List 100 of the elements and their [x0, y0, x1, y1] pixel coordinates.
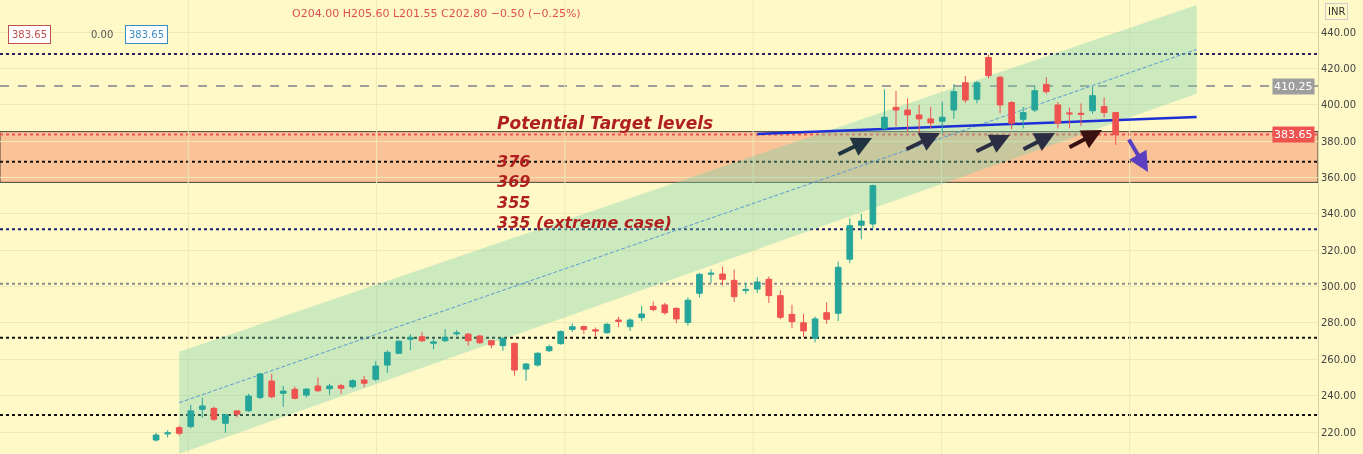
candlestick	[673, 306, 680, 324]
candlestick	[962, 75, 969, 104]
candlestick	[1019, 106, 1027, 129]
candlestick	[441, 328, 449, 343]
candlestick	[626, 317, 634, 332]
candlestick	[453, 329, 461, 337]
candlestick	[407, 333, 414, 351]
y-tick-label: 260.00	[1321, 353, 1356, 365]
candlestick	[823, 301, 830, 325]
candlestick	[684, 296, 692, 327]
candlestick	[615, 316, 622, 328]
candlestick	[291, 386, 299, 400]
candlestick	[881, 88, 888, 132]
candlestick	[892, 90, 900, 128]
candlestick	[476, 334, 484, 345]
candlestick	[314, 376, 322, 393]
annotation: 0.00	[91, 29, 114, 40]
y-tick-label: 360.00	[1321, 171, 1356, 183]
y-tick-label: 420.00	[1321, 62, 1356, 74]
candlestick	[303, 387, 310, 398]
annotation: 383.65	[129, 29, 164, 40]
candlestick	[337, 383, 345, 395]
candlestick	[175, 425, 183, 437]
ref-line-label: 383.65	[1274, 128, 1313, 141]
candlestick	[349, 378, 356, 389]
candlestick	[592, 326, 599, 338]
y-tick-label: 300.00	[1321, 281, 1356, 293]
candlestick	[557, 329, 565, 346]
candlestick	[545, 344, 553, 353]
candlestick	[996, 75, 1004, 114]
candlestick	[800, 313, 807, 338]
candlestick	[765, 276, 773, 304]
candlestick	[580, 325, 588, 335]
y-tick-label: 280.00	[1321, 317, 1356, 329]
candlestick	[1077, 102, 1085, 127]
candlestick	[268, 373, 276, 399]
candlestick	[661, 302, 669, 316]
candlestick	[1054, 101, 1062, 129]
candlestick	[256, 372, 264, 400]
candlestick	[383, 349, 391, 374]
candlestick	[534, 351, 541, 368]
candlestick	[326, 383, 333, 396]
candlestick	[696, 272, 703, 298]
candlestick	[730, 269, 738, 303]
candlestick	[279, 385, 287, 408]
candlestick	[938, 101, 946, 135]
annotation: 383.65	[12, 29, 47, 40]
candlestick	[1066, 106, 1073, 129]
candlestick	[857, 213, 865, 240]
candlestick	[164, 429, 171, 438]
y-tick-label: 340.00	[1321, 208, 1356, 220]
candlestick	[985, 54, 992, 79]
candlestick	[372, 360, 380, 382]
candlestick	[511, 342, 518, 377]
candlestick	[210, 406, 218, 422]
candlestick	[927, 106, 935, 130]
candlestick	[1031, 85, 1039, 113]
candlestick	[522, 362, 530, 382]
y-tick-label: 240.00	[1321, 390, 1356, 402]
candlestick	[707, 268, 715, 284]
candlestick	[233, 409, 241, 418]
y-tick-label: 440.00	[1321, 26, 1356, 38]
candlestick	[719, 266, 726, 287]
candlestick	[187, 404, 195, 429]
y-tick-label: 220.00	[1321, 426, 1356, 438]
candlestick	[152, 432, 160, 443]
candlestick	[198, 397, 206, 419]
candlestick	[950, 83, 958, 120]
candlestick	[1008, 100, 1015, 130]
candlestick	[488, 339, 495, 349]
candlestick	[973, 80, 981, 104]
candlestick	[742, 282, 750, 295]
candlestick	[1042, 76, 1050, 95]
ref-line-label: 410.25	[1274, 80, 1313, 93]
annotation: Potential Target levels	[497, 113, 714, 133]
candlestick	[499, 336, 507, 352]
y-tick-label: 380.00	[1321, 135, 1356, 147]
candlestick	[568, 322, 576, 333]
y-tick-label: 320.00	[1321, 244, 1356, 256]
annotation: 355	[497, 193, 531, 212]
text: O204.00 H205.60 L201.55 C202.80 −0.50 (−0.25%)	[292, 7, 581, 20]
candlestick	[788, 304, 796, 329]
annotation: 376	[497, 152, 531, 171]
candlestick	[869, 184, 877, 229]
candlestick	[846, 217, 854, 264]
candlestick	[834, 261, 842, 322]
candlestick	[395, 339, 403, 355]
candlestick	[360, 375, 368, 388]
candlestick	[753, 276, 761, 294]
candlestick	[464, 332, 472, 347]
candlestick	[430, 338, 437, 350]
candlestick	[649, 301, 657, 312]
candlestick	[777, 289, 784, 320]
candlestick	[1089, 86, 1096, 115]
candlestick	[1100, 96, 1108, 118]
candlestick	[245, 393, 252, 413]
candlestick	[638, 305, 645, 322]
y-axis-title: INR	[1328, 6, 1346, 17]
candlestick	[418, 331, 426, 343]
candlestick	[811, 316, 819, 343]
